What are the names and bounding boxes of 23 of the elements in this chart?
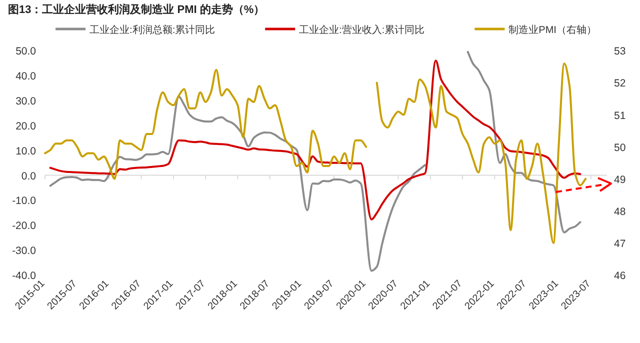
legend-label: 工业企业:利润总额:累计同比 [90,24,216,36]
y2-tick-label: 49 [614,174,626,186]
y-tick-label: -30.0 [12,245,36,258]
y-tick-label: 40.0 [16,70,36,83]
legend-label: 工业企业:营业收入:累计同比 [299,24,425,36]
legend-label: 制造业PMI（右轴） [508,24,596,36]
y2-tick-label: 52 [614,78,626,90]
y-tick-label: -20.0 [12,220,36,232]
y-tick-label: 30.0 [16,96,36,108]
y-tick-label: -10.0 [12,195,36,208]
y2-tick-label: 47 [614,238,626,250]
y2-tick-label: 50 [614,142,626,154]
y2-tick-label: 48 [614,206,626,218]
y2-tick-label: 51 [614,110,626,122]
y2-tick-label: 46 [614,270,626,282]
y2-tick-label: 53 [614,46,626,58]
chart-title: 图13：工业企业营收利润及制造业 PMI 的走势（%） [8,3,265,16]
y-tick-label: 50.0 [16,46,36,58]
y-tick-label: 10.0 [16,145,36,158]
y-tick-label: 20.0 [16,120,36,132]
y-tick-label: 0.0 [21,170,36,182]
y-tick-label: -40.0 [12,270,36,282]
line-series [49,60,582,220]
